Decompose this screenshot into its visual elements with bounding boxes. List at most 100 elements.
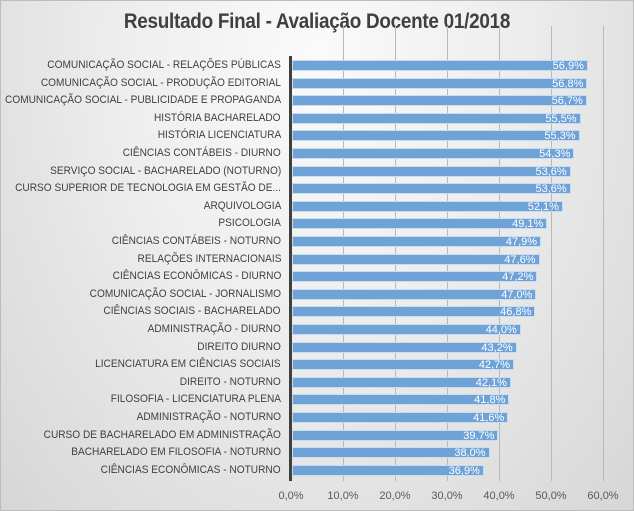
gridline: [551, 26, 552, 481]
bar: 41,8%: [292, 394, 510, 407]
bar: 56,8%: [292, 77, 588, 90]
bar: 53,6%: [292, 183, 571, 196]
bar: 42,7%: [292, 359, 515, 372]
value-label: 55,5%: [545, 112, 577, 125]
bar: 47,0%: [292, 288, 537, 301]
gridline: [447, 26, 448, 481]
bar-row: DIREITO DIURNO 43,2%: [0, 339, 634, 357]
bar: 41,6%: [292, 412, 509, 424]
bar-row: COMUNICAÇÃO SOCIAL - PUBLICIDADE E PROPA…: [0, 92, 634, 110]
bar-row: HISTÓRIA LICENCIATURA 55,3%: [0, 127, 634, 145]
bar-row: SERVIÇO SOCIAL - BACHARELADO (NOTURNO) 53…: [0, 163, 634, 181]
value-label: 47,0%: [501, 288, 533, 301]
value-label: 42,1%: [475, 376, 507, 389]
bar-row: ADMINISTRAÇÃO - NOTURNO 41,6%: [0, 409, 634, 427]
plot-area: [291, 26, 611, 481]
category-label: HISTÓRIA BACHARELADO: [154, 111, 281, 124]
bar-row: DIREITO - NOTURNO 42,1%: [0, 374, 634, 392]
value-label: 53,6%: [535, 183, 567, 196]
category-label: PSICOLOGIA: [218, 217, 281, 230]
x-tick-label: 40,0%: [483, 490, 515, 502]
category-label: CURSO DE BACHARELADO EM ADMINISTRAÇÃO: [43, 428, 281, 441]
category-label: ADMINISTRAÇÃO - NOTURNO: [136, 411, 281, 423]
category-label: HISTÓRIA LICENCIATURA: [157, 129, 281, 142]
bar-row: LICENCIATURA EM CIÊNCIAS SOCIAIS 42,7%: [0, 356, 634, 374]
bar-row: RELAÇÕES INTERNACIONAIS 47,6%: [0, 251, 634, 269]
category-label: CIÊNCIAS ECONÔMICAS - NOTURNO: [101, 463, 281, 476]
bar-row: CIÊNCIAS ECONÔMICAS - DIURNO 47,2%: [0, 268, 634, 286]
x-tick-label: 10,0%: [327, 490, 359, 502]
bar: 47,6%: [292, 253, 540, 266]
x-tick-label: 20,0%: [379, 490, 411, 502]
bar-row: CIÊNCIAS CONTÁBEIS - DIURNO 54,3%: [0, 145, 634, 163]
bar-row: COMUNICAÇÃO SOCIAL - PRODUÇÃO EDITORIAL 5…: [0, 75, 634, 93]
category-label: CIÊNCIAS CONTÁBEIS - DIURNO: [122, 147, 281, 159]
bar: 49,1%: [292, 218, 548, 231]
value-label: 56,7%: [551, 95, 583, 108]
category-label: BACHARELADO EM FILOSOFIA - NOTURNO: [71, 446, 281, 459]
category-label: SERVIÇO SOCIAL - BACHARELADO (NOTURNO): [49, 164, 281, 177]
bar-row: ADMINISTRAÇÃO - DIURNO 44,0%: [0, 321, 634, 339]
bar: 39,7%: [292, 429, 499, 442]
category-label: CIÊNCIAS SOCIAIS - BACHARELADO: [103, 305, 281, 318]
x-tick-label: 50,0%: [535, 490, 567, 502]
gridline: [603, 26, 604, 481]
value-label: 55,3%: [544, 130, 576, 143]
category-label: ARQUIVOLOGIA: [203, 199, 281, 212]
bar-row: COMUNICAÇÃO SOCIAL - JORNALISMO 47,0%: [0, 286, 634, 304]
value-label: 47,2%: [502, 271, 534, 284]
value-label: 41,8%: [474, 394, 506, 407]
bar: 54,3%: [292, 148, 575, 160]
bar: 56,9%: [292, 60, 588, 72]
value-label: 47,6%: [504, 253, 536, 266]
category-label: FILOSOFIA - LICENCIATURA PLENA: [110, 393, 281, 406]
gridline: [395, 26, 396, 481]
bar: 55,3%: [292, 130, 580, 143]
category-label: COMUNICAÇÃO SOCIAL - RELAÇÕES PÚBLICAS: [47, 59, 281, 71]
bar-row: CIÊNCIAS ECONÔMICAS - NOTURNO 36,9%: [0, 462, 634, 480]
category-label: CURSO SUPERIOR DE TECNOLOGIA EM GESTÃO D…: [15, 182, 281, 195]
bar-row: PSICOLOGIA 49,1%: [0, 215, 634, 233]
value-label: 49,1%: [512, 218, 544, 231]
value-label: 52,1%: [527, 200, 559, 213]
bar: 44,0%: [292, 324, 521, 336]
bar: 47,9%: [292, 236, 542, 248]
gridline: [499, 26, 500, 481]
category-label: LICENCIATURA EM CIÊNCIAS SOCIAIS: [95, 358, 281, 371]
bar: 46,8%: [292, 306, 536, 318]
value-label: 47,9%: [505, 236, 538, 248]
bar-row: ARQUIVOLOGIA 52,1%: [0, 198, 634, 216]
value-label: 41,6%: [473, 412, 505, 424]
bar-row: CIÊNCIAS CONTÁBEIS - NOTURNO 47,9%: [0, 233, 634, 251]
value-label: 44,0%: [485, 324, 517, 336]
bar: 56,7%: [292, 95, 587, 108]
x-tick-label: 0,0%: [278, 490, 304, 502]
bar-row: COMUNICAÇÃO SOCIAL - RELAÇÕES PÚBLICAS 56…: [0, 57, 634, 75]
x-tick-label: 60,0%: [587, 490, 619, 502]
value-label: 54,3%: [539, 148, 571, 160]
y-axis-line: [289, 56, 292, 481]
category-label: ADMINISTRAÇÃO - DIURNO: [147, 323, 281, 335]
bar: 53,6%: [292, 165, 571, 178]
category-label: CIÊNCIAS CONTÁBEIS - NOTURNO: [111, 235, 281, 247]
category-label: CIÊNCIAS ECONÔMICAS - DIURNO: [112, 270, 281, 283]
bar-row: HISTÓRIA BACHARELADO 55,5%: [0, 110, 634, 128]
category-label: DIREITO - NOTURNO: [179, 375, 281, 388]
value-label: 56,9%: [552, 60, 584, 72]
value-label: 36,9%: [448, 464, 480, 477]
value-label: 53,6%: [535, 165, 567, 178]
value-label: 42,7%: [478, 359, 511, 372]
bar: 52,1%: [292, 200, 563, 213]
category-label: RELAÇÕES INTERNACIONAIS: [137, 252, 281, 265]
value-label: 43,2%: [481, 341, 513, 354]
bar-row: CURSO DE BACHARELADO EM ADMINISTRAÇÃO 39,…: [0, 427, 634, 445]
chart-title: Resultado Final - Avaliação Docente 01/2…: [123, 10, 511, 33]
bar: 47,2%: [292, 271, 538, 284]
bar: 36,9%: [292, 464, 484, 477]
bar: 38,0%: [292, 447, 490, 460]
bar-row: BACHARELADO EM FILOSOFIA - NOTURNO 38,0%: [0, 444, 634, 462]
bar: 42,1%: [292, 376, 511, 389]
value-label: 38,0%: [454, 447, 486, 460]
value-label: 39,7%: [463, 429, 495, 442]
category-label: COMUNICAÇÃO SOCIAL - PRODUÇÃO EDITORIAL: [40, 76, 281, 89]
